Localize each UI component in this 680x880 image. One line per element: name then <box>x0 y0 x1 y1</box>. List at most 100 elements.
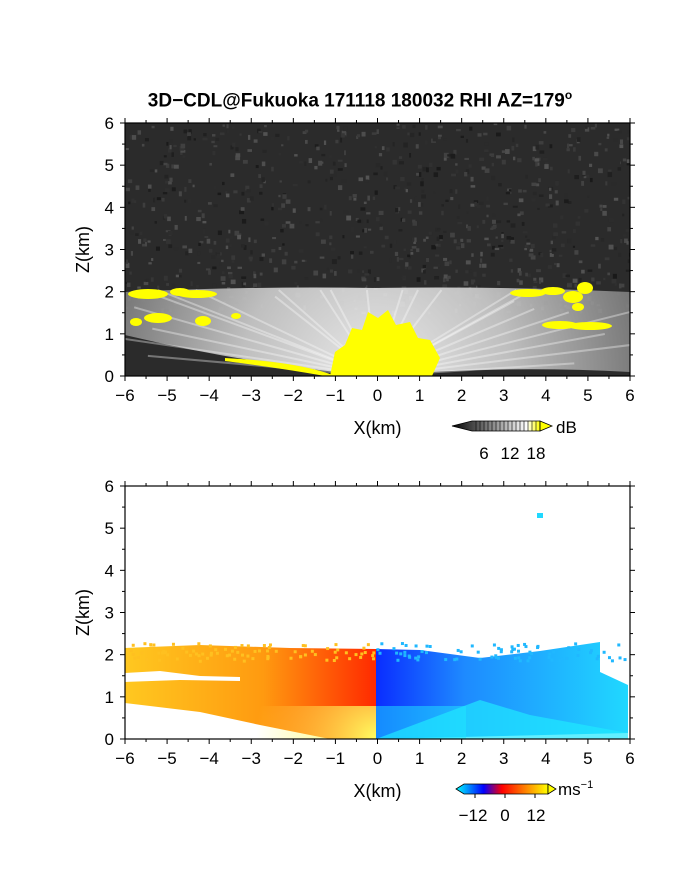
noise-speck <box>351 254 354 259</box>
speckle <box>404 643 408 647</box>
noise-speck <box>261 253 265 257</box>
noise-speck <box>547 265 552 269</box>
noise-speck <box>437 125 443 129</box>
noise-speck <box>444 261 450 267</box>
noise-speck <box>227 271 233 275</box>
noise-speck <box>273 267 278 273</box>
speckle <box>530 652 534 656</box>
noise-speck <box>572 245 576 248</box>
noise-speck <box>597 168 603 174</box>
noise-speck <box>173 144 177 148</box>
speckle <box>333 650 337 654</box>
noise-speck <box>518 189 522 193</box>
colorbar-tick-label: −12 <box>459 806 488 825</box>
noise-speck <box>418 211 423 215</box>
noise-speck <box>396 265 401 269</box>
noise-speck <box>567 169 570 174</box>
noise-speck <box>378 210 384 216</box>
speckle <box>459 650 463 654</box>
noise-speck <box>257 282 262 288</box>
noise-speck <box>143 281 149 286</box>
noise-speck <box>259 257 264 262</box>
noise-speck <box>465 169 470 175</box>
noise-speck <box>207 202 212 205</box>
y-tick-label: 6 <box>105 114 114 133</box>
y-tick-label: 1 <box>105 688 114 707</box>
noise-speck <box>326 267 329 271</box>
layer-echo <box>231 313 241 319</box>
noise-speck <box>356 134 361 138</box>
noise-speck <box>127 282 131 288</box>
noise-speck <box>573 147 576 152</box>
colorbar-overflow <box>547 783 557 795</box>
speckle <box>181 646 185 650</box>
noise-speck <box>332 161 336 166</box>
colorbar-tick-label: 12 <box>527 806 546 825</box>
noise-speck <box>353 197 357 201</box>
noise-speck <box>568 144 573 147</box>
noise-speck <box>374 190 378 195</box>
speckle <box>267 646 271 650</box>
noise-speck <box>178 268 183 273</box>
noise-speck <box>551 251 555 254</box>
speckle <box>403 654 407 658</box>
speckle <box>326 647 330 651</box>
speckle <box>332 659 336 663</box>
noise-speck <box>197 251 201 256</box>
noise-speck <box>415 144 419 149</box>
noise-speck <box>532 191 537 196</box>
noise-speck <box>281 144 284 147</box>
noise-speck <box>367 195 370 201</box>
noise-speck <box>538 277 544 283</box>
noise-speck <box>299 221 302 224</box>
noise-speck <box>467 226 471 231</box>
noise-speck <box>232 142 236 147</box>
noise-speck <box>625 229 630 232</box>
colorbar-tick-label: 12 <box>501 444 520 463</box>
noise-speck <box>314 165 318 170</box>
noise-speck <box>241 244 245 248</box>
noise-speck <box>163 214 168 219</box>
noise-speck <box>171 187 176 192</box>
speckle <box>233 645 237 649</box>
noise-speck <box>626 241 629 245</box>
noise-speck <box>341 130 347 136</box>
noise-speck <box>555 180 559 186</box>
noise-speck <box>275 133 280 137</box>
noise-speck <box>624 238 628 243</box>
noise-speck <box>263 180 266 184</box>
noise-speck <box>180 152 183 156</box>
noise-speck <box>565 274 570 278</box>
noise-speck <box>426 257 430 263</box>
noise-speck <box>386 147 390 152</box>
noise-speck <box>225 193 230 198</box>
noise-speck <box>187 136 192 141</box>
noise-speck <box>320 218 323 222</box>
noise-speck <box>221 259 224 263</box>
noise-speck <box>375 163 381 168</box>
x-tick-label: 1 <box>415 386 424 405</box>
noise-speck <box>385 177 389 181</box>
noise-speck <box>319 256 325 259</box>
noise-speck <box>221 271 225 275</box>
y-tick-label: 6 <box>105 477 114 496</box>
noise-speck <box>517 158 522 163</box>
colorbar-unit: dB <box>556 418 577 437</box>
noise-speck <box>343 150 347 156</box>
noise-speck <box>471 279 476 283</box>
speckle <box>258 649 262 653</box>
noise-speck <box>355 235 360 238</box>
noise-speck <box>512 205 518 208</box>
speckle <box>380 642 384 646</box>
noise-speck <box>259 184 263 189</box>
noise-speck <box>182 245 187 249</box>
noise-speck <box>163 155 167 158</box>
speckle <box>241 653 245 657</box>
noise-speck <box>578 155 582 161</box>
noise-speck <box>492 219 496 224</box>
noise-speck <box>264 221 269 226</box>
noise-speck <box>412 221 418 226</box>
speckle <box>425 644 429 648</box>
noise-speck <box>184 186 187 192</box>
noise-speck <box>131 198 135 203</box>
